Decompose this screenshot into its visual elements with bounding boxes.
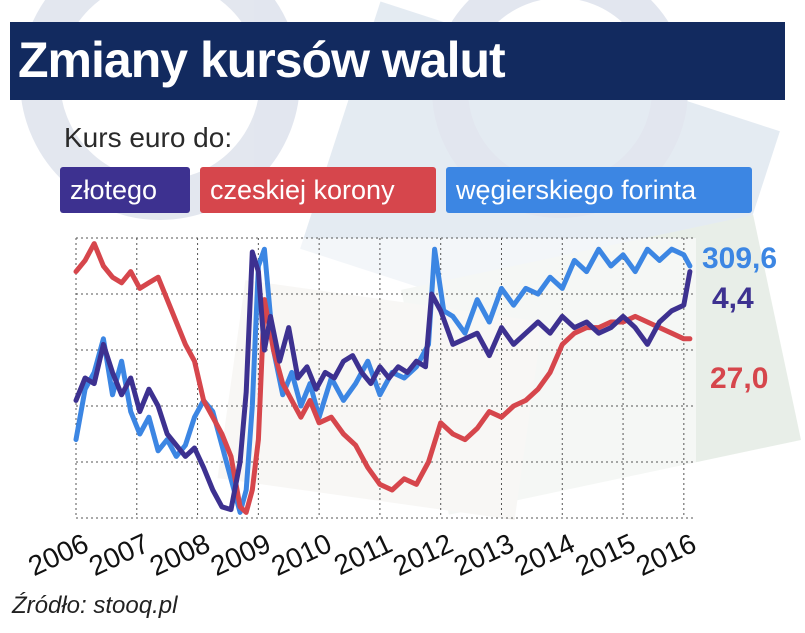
legend-item-zloty: złotego: [60, 167, 190, 213]
x-tick-label: 2008: [145, 527, 215, 581]
x-tick-label: 2011: [329, 527, 397, 581]
series-line-hungarian-forint: [73, 246, 693, 515]
x-tick-label: 2013: [449, 527, 519, 581]
end-label-pln: 4,4: [712, 282, 754, 315]
series-line-czech-koruna: [73, 241, 693, 515]
x-tick-label: 2014: [510, 527, 580, 581]
chart-subtitle: Kurs euro do:: [64, 122, 233, 153]
end-label-huf: 309,6: [702, 242, 778, 275]
title-bar: [10, 22, 785, 100]
x-tick-label: 2012: [388, 527, 458, 581]
x-tick-labels: 2006200720082009201020112012201320142015…: [23, 527, 700, 581]
series-line-zloty: [73, 249, 693, 513]
legend-item-hungarian-forint: węgierskiego forinta: [446, 167, 752, 213]
source-note: Źródło: stooq.pl: [12, 592, 178, 619]
x-tick-label: 2006: [23, 527, 93, 581]
chart-title: Zmiany kursów walut: [18, 32, 506, 88]
x-tick-label: 2010: [267, 527, 337, 581]
end-label-czk: 27,0: [710, 362, 769, 395]
x-tick-label: 2007: [84, 527, 154, 581]
series-lines: [73, 241, 693, 515]
x-tick-label: 2009: [206, 527, 276, 581]
legend-item-czech-koruna: czeskiej korony: [200, 167, 436, 213]
x-tick-label: 2016: [631, 527, 701, 581]
x-tick-label: 2015: [570, 527, 640, 581]
